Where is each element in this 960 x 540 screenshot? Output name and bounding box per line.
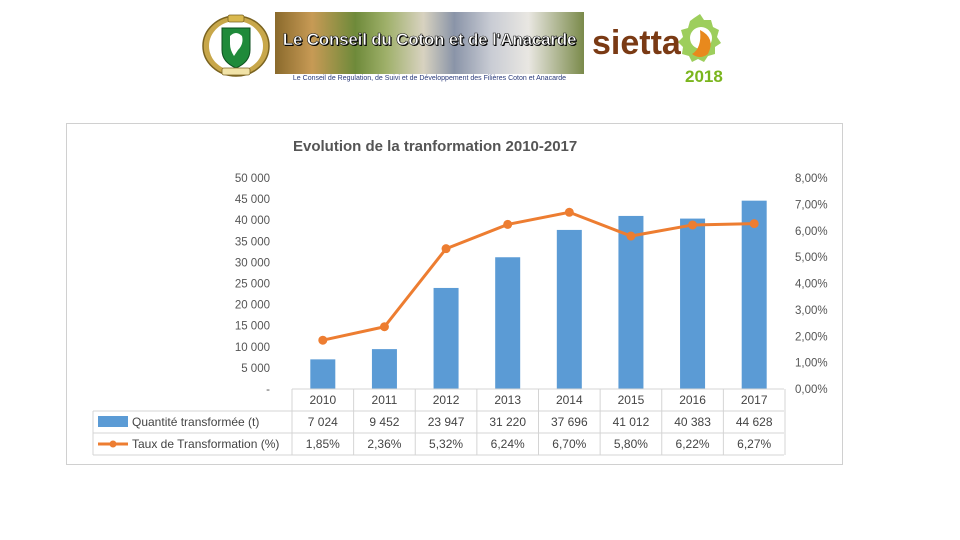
council-banner: Le Conseil du Coton et de l'Anacarde Le … [275, 12, 584, 84]
line-point [379, 322, 389, 332]
banner-photo-strip [275, 12, 584, 74]
bar-value-cell: 40 383 [674, 415, 711, 429]
category-label: 2017 [741, 393, 768, 407]
bar-series [310, 200, 767, 389]
line-value-cell: 6,22% [676, 437, 710, 451]
left-tick-label: 30 000 [235, 257, 270, 269]
bar [495, 257, 521, 389]
line-series [318, 207, 759, 345]
sietta-word: sietta [592, 24, 682, 62]
right-tick-label: 8,00% [795, 173, 828, 185]
bar [433, 287, 459, 389]
line-value-cell: 6,70% [552, 437, 586, 451]
line-path [322, 210, 755, 342]
right-tick-label: 2,00% [795, 331, 828, 343]
bar-value-cell: 7 024 [308, 415, 338, 429]
line-value-cell: 2,36% [367, 437, 401, 451]
bar [618, 215, 644, 389]
left-tick-label: 5 000 [241, 363, 270, 375]
right-tick-label: 5,00% [795, 252, 828, 264]
banner-title: Le Conseil du Coton et de l'Anacarde [282, 30, 577, 50]
bar [556, 229, 582, 389]
bar-value-cell: 41 012 [613, 415, 650, 429]
line-point [564, 207, 574, 217]
bar-value-cell: 37 696 [551, 415, 588, 429]
chart-title: Evolution de la tranformation 2010-2017 [293, 138, 578, 155]
line-value-cell: 6,27% [737, 437, 771, 451]
category-label: 2016 [679, 393, 706, 407]
bar-value-cell: 44 628 [736, 415, 773, 429]
right-tick-label: 7,00% [795, 199, 828, 211]
line-value-cell: 5,80% [614, 437, 648, 451]
bar [310, 359, 336, 389]
line-value-cell: 5,32% [429, 437, 463, 451]
category-label: 2011 [372, 393, 398, 407]
left-tick-label: 35 000 [235, 236, 270, 248]
legend-bar-key [98, 416, 128, 427]
sietta-year: 2018 [685, 67, 723, 86]
bar-value-cell: 31 220 [489, 415, 526, 429]
sietta-2018-logo: sietta 2018 [592, 14, 723, 86]
line-point [626, 231, 636, 241]
bar [371, 349, 397, 389]
category-label: 2014 [556, 393, 583, 407]
bar [741, 200, 767, 389]
line-point [503, 219, 513, 229]
combo-chart: - 5 000 10 000 15 000 20 000 25 000 30 000 35 0… [92, 173, 828, 456]
left-tick-label: 10 000 [235, 342, 270, 354]
category-label: 2010 [309, 393, 336, 407]
line-point [749, 219, 759, 229]
bar [680, 218, 706, 389]
right-axis-ticks: 0,00% 1,00% 2,00% 3,00% 4,00% 5,00% 6,00% 7,00%… [795, 173, 828, 396]
category-label: 2012 [433, 393, 460, 407]
legend-bar-label: Quantité transformée (t) [132, 415, 259, 429]
left-tick-label: 50 000 [235, 173, 270, 185]
legend-line-label: Taux de Transformation (%) [132, 437, 279, 451]
line-value-cell: 1,85% [306, 437, 340, 451]
left-tick-label: 45 000 [235, 194, 270, 206]
left-axis-ticks: - 5 000 10 000 15 000 20 000 25 000 30 000 35 0… [235, 173, 270, 396]
category-label: 2015 [618, 393, 645, 407]
coat-of-arms-emblem [202, 14, 270, 77]
right-tick-label: 1,00% [795, 358, 828, 370]
category-label: 2013 [494, 393, 521, 407]
legend-line-marker [109, 440, 117, 448]
banner-subtitle: Le Conseil de Regulation, de Suivi et de… [292, 75, 567, 82]
line-point [441, 244, 451, 254]
right-tick-label: 6,00% [795, 226, 828, 238]
right-tick-label: 0,00% [795, 384, 828, 396]
left-tick-label: 40 000 [235, 215, 270, 227]
left-tick-label: 20 000 [235, 300, 270, 312]
left-tick-label: 15 000 [235, 321, 270, 333]
line-point [688, 220, 698, 230]
right-tick-label: 4,00% [795, 279, 828, 291]
bar-value-cell: 9 452 [369, 415, 399, 429]
line-value-cell: 6,24% [491, 437, 525, 451]
line-point [318, 335, 328, 345]
data-table: 2010 2011 2012 2013 2014 2015 2016 2017 Quantité… [92, 388, 786, 456]
right-tick-label: 3,00% [795, 305, 828, 317]
left-tick-label: - [266, 384, 270, 396]
bar-value-cell: 23 947 [428, 415, 465, 429]
left-tick-label: 25 000 [235, 279, 270, 291]
